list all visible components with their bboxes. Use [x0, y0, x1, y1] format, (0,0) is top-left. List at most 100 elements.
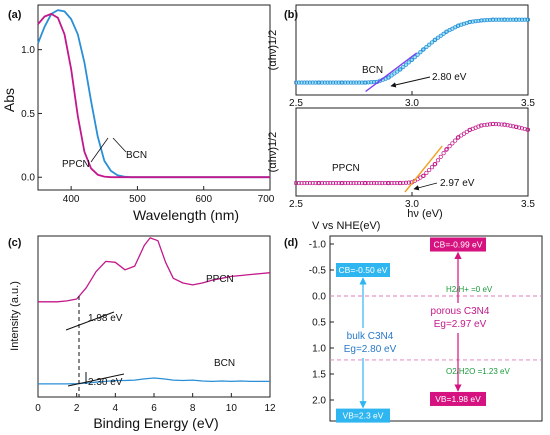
panel-b-bcn-point — [429, 40, 435, 45]
panel-d-y-tick-label: 0.5 — [312, 318, 326, 329]
panel-b-ppcn-point — [343, 181, 348, 186]
panel-b-ppcn-point — [363, 181, 368, 186]
panel-b-ppcn-point — [433, 161, 438, 166]
panel-b-bcn-point — [519, 17, 525, 22]
panel-b-bcn-point — [296, 80, 301, 85]
panel-b-bcn-point — [467, 19, 473, 24]
panel-b-bcn-point — [485, 18, 490, 23]
panel-b-ppcn-point — [319, 181, 325, 186]
panel-d-label: (d) — [284, 237, 298, 249]
panel-b-bcn-fit-line — [365, 52, 418, 93]
panel-a-x-tick-label: 600 — [195, 194, 212, 205]
panel-b-top-y-title: (αhν)1/2 — [267, 30, 279, 71]
panel-b-top-eg-label: 2.80 eV — [432, 72, 467, 83]
panel-b-ppcn-point — [508, 123, 513, 128]
panel-b-bcn-point — [438, 33, 443, 38]
panel-b-ppcn-point — [429, 165, 435, 170]
panel-b-bcn-point — [482, 18, 487, 23]
panel-b-bcn-point — [403, 62, 409, 67]
panel-a-bcn-line — [37, 9, 270, 179]
panel-b-ppcn-point — [517, 125, 522, 130]
panel-b-bcn-point — [351, 80, 356, 85]
panel-b-bcn-point — [424, 44, 429, 50]
panel-b-bcn-point — [369, 80, 374, 85]
panel-b-ppcn-point — [444, 147, 449, 152]
panel-b-ppcn-point — [366, 181, 371, 186]
panel-b-bcn-point — [435, 35, 441, 40]
panel-b-bcn-point — [293, 80, 299, 85]
panel-b-x-title: hν (eV) — [407, 208, 442, 220]
panel-b-bottom-y-title: (αhν)1/2 — [267, 132, 279, 173]
panel-d-porous-vb-box — [430, 391, 486, 406]
panel-c-frame — [37, 235, 271, 398]
panel-b-ppcn-point — [299, 181, 304, 186]
panel-b-ppcn-point — [317, 181, 322, 186]
panel-c-label-ppcn: PPCN — [206, 274, 234, 285]
panel-b-bcn-point — [418, 50, 423, 55]
panel-b: (b) (αhν)1/2 (αhν)1/2 2.5 3.0 3.5 2.5 3.0 3.… — [267, 4, 535, 220]
panel-d-bulk-vb-box — [336, 408, 390, 423]
panel-c-eg-ppcn: 1.98 eV — [88, 313, 123, 324]
panel-b-bcn-point — [343, 80, 348, 85]
panel-a-frame — [37, 4, 271, 191]
panel-c-x-ticks: 0 2 4 6 8 10 12 — [35, 393, 276, 414]
panel-a-y-tick-label: 0.5 — [21, 109, 35, 120]
panel-b-ppcn-point — [461, 131, 467, 136]
panel-b-ppcn-point — [403, 180, 409, 185]
panel-c-x-title: Binding Energy (eV) — [93, 415, 218, 431]
panel-b-ppcn-point — [447, 144, 452, 149]
panel-a-x-ticks: 400 500 600 700 — [63, 186, 275, 205]
panel-b-bcn-point — [502, 17, 507, 22]
panel-d-y-tick-label: -0.5 — [309, 266, 327, 277]
panel-b-bcn-point — [433, 37, 438, 42]
panel-d-h2-level-label: H2/H+ =0 eV — [446, 285, 493, 294]
panel-b-ppcn-point — [331, 181, 336, 186]
panel-d-porous-cb-label: CB=-0.99 eV — [434, 240, 483, 250]
panel-b-ppcn-point — [455, 135, 460, 140]
panel-b-bcn-point — [310, 80, 315, 85]
panel-b-bcn-point — [345, 80, 351, 85]
panel-d-bulk-name: bulk C3N4 — [347, 331, 394, 342]
panel-b-top-x-tick-label: 3.0 — [405, 98, 419, 109]
panel-b-ppcn-point — [351, 181, 356, 186]
panel-d-y-tick-label: -1.0 — [309, 240, 327, 251]
panel-d-y-tick-label: 1.0 — [312, 344, 326, 355]
panel-b-ppcn-point — [438, 154, 443, 159]
panel-b-ppcn-point — [374, 181, 379, 186]
panel-b-ppcn-point — [386, 181, 391, 186]
panel-b-ppcn-point — [424, 170, 429, 175]
panel-d-y-ticks: -1.0 -0.5 0.0 0.5 1.0 1.5 2.0 — [309, 240, 334, 407]
panel-b-ppcn-point — [432, 162, 437, 167]
panel-b-ppcn-point — [328, 181, 333, 186]
panel-c-y-title: Intensity (a.u.) — [9, 281, 21, 351]
panel-b-bottom-x-ticks: 2.5 3.0 3.5 — [289, 192, 535, 210]
panel-a-label-bcn: BCN — [126, 150, 147, 161]
panel-c-x-tick-label: 8 — [190, 403, 196, 414]
panel-c-bcn-baseline-fit — [67, 373, 125, 387]
panel-b-ppcn-point — [459, 133, 464, 138]
panel-a-bcn-pointer — [112, 137, 127, 153]
panel-b-ppcn-point — [482, 122, 487, 128]
panel-b-bcn-point — [459, 22, 464, 27]
panel-a-y-title: Abs — [1, 88, 17, 112]
panel-b-top-x-ticks: 2.5 3.0 3.5 — [289, 91, 535, 109]
panel-c-x-tick-label: 6 — [151, 403, 157, 414]
panel-b-ppcn-point — [514, 124, 519, 129]
panel-b-ppcn-point — [296, 181, 301, 186]
panel-b-top-x-tick-label: 3.5 — [521, 98, 535, 109]
panel-b-ppcn-point — [293, 181, 299, 186]
panel-b-bcn-point — [302, 80, 307, 85]
panel-c-x-tick-label: 2 — [74, 403, 80, 414]
panel-a-label-ppcn: PPCN — [62, 159, 90, 170]
panel-b-ppcn-point — [450, 141, 455, 146]
panel-d-y-tick-label: 0.0 — [312, 292, 326, 303]
panel-b-bcn-point — [479, 18, 484, 23]
panel-b-ppcn-point — [371, 181, 377, 186]
panel-a-ppcn-line — [37, 12, 270, 179]
panel-b-bcn-point — [412, 55, 417, 60]
panel-b-bcn-point — [354, 80, 359, 85]
panel-b-ppcn-point — [453, 138, 458, 143]
panel-d-porous-vb-label: VB=1.98 eV — [435, 394, 481, 404]
panel-b-bottom-x-tick-label: 3.5 — [521, 199, 535, 210]
panel-b-ppcn-point — [302, 181, 307, 186]
